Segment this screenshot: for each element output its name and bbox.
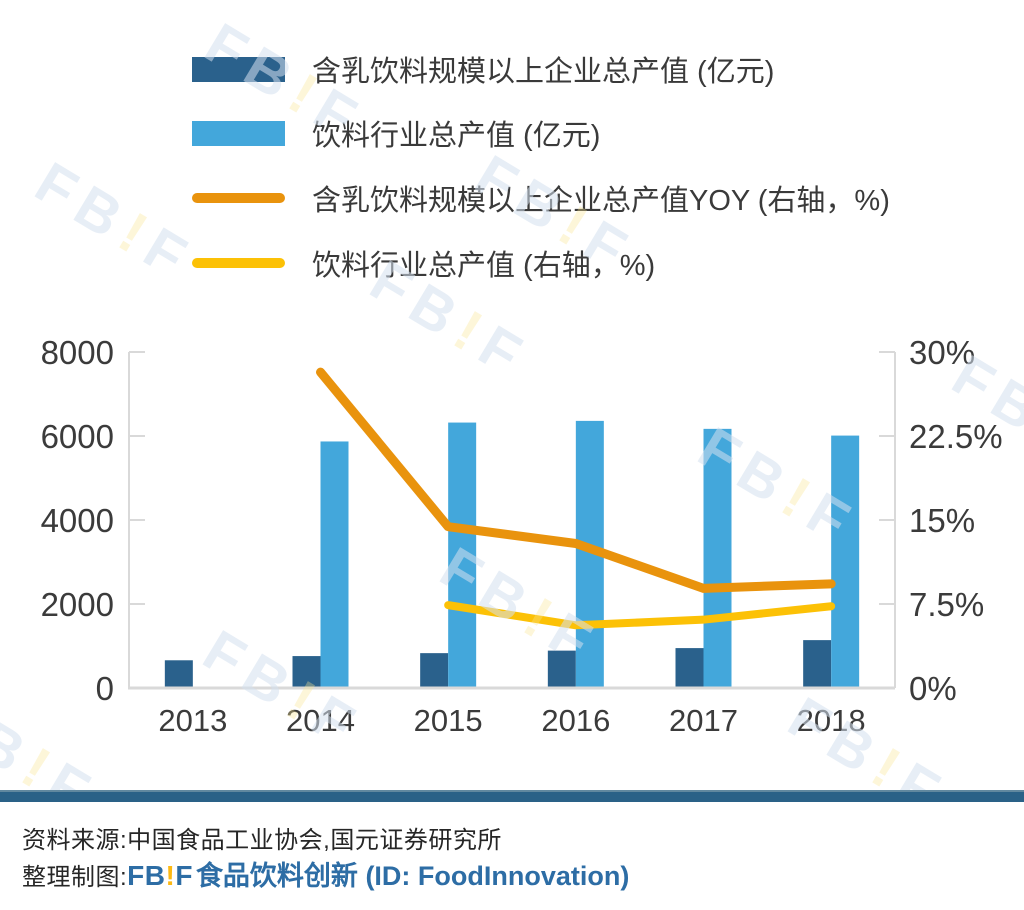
credit-suffix: 食品饮料创新 (ID: FoodInnovation) [195, 861, 630, 891]
year-label: 2015 [414, 703, 483, 738]
dairy-output-bar [547, 650, 576, 688]
legend-item: 含乳饮料规模以上企业总产值YOY (右轴，%) [192, 185, 890, 217]
beverage-yoy-line [444, 601, 836, 630]
year-label: 2017 [669, 703, 738, 738]
year-label: 2016 [541, 703, 610, 738]
legend-bar-swatch [192, 120, 285, 146]
legend-item: 含乳饮料规模以上企业总产值 (亿元) [192, 56, 774, 88]
left-axis-tick-label: 6000 [41, 418, 114, 455]
beverage-output-bar [831, 435, 860, 688]
right-axis-tick-label: 22.5% [909, 418, 1003, 455]
beverage-output-bar [448, 422, 477, 688]
credit-text: 整理制图: FB!F 食品饮料创新 (ID: FoodInnovation) [22, 854, 629, 893]
dairy-yoy-line [316, 367, 836, 593]
dairy-output-bar [292, 656, 321, 688]
left-axis-tick-label: 8000 [41, 334, 114, 371]
logo-letters-fb: FB [127, 860, 166, 891]
dairy-output-bar [675, 648, 704, 688]
right-axis-tick-label: 0% [909, 670, 957, 707]
right-axis-tick-label: 15% [909, 502, 975, 539]
legend-label: 含乳饮料规模以上企业总产值 (亿元) [312, 56, 775, 88]
legend-line-swatch [192, 193, 285, 203]
right-axis-tick-label: 7.5% [909, 586, 984, 623]
legend-label: 饮料行业总产值 (亿元) [312, 120, 601, 152]
fbif-logo: FB!F [127, 860, 193, 892]
right-axis-tick-label: 30% [909, 334, 975, 371]
dairy-output-bar [420, 653, 449, 688]
left-axis-tick-label: 0 [96, 670, 114, 707]
year-label: 2013 [158, 703, 227, 738]
source-text: 资料来源:中国食品工业协会,国元证券研究所 [22, 827, 502, 854]
legend-label: 含乳饮料规模以上企业总产值YOY (右轴，%) [312, 185, 890, 217]
beverage-output-bar [320, 441, 349, 688]
logo-exclamation: ! [165, 860, 176, 891]
left-axis-tick-label: 2000 [41, 586, 114, 623]
left-axis-tick-label: 4000 [41, 502, 114, 539]
dairy-output-bar [164, 660, 193, 688]
year-label: 2014 [286, 703, 355, 738]
footer-divider [0, 790, 1024, 802]
legend-line-swatch [192, 258, 285, 268]
legend-item: 饮料行业总产值 (亿元) [192, 120, 600, 152]
dairy-output-bar [803, 640, 832, 688]
legend-item: 饮料行业总产值 (右轴，%) [192, 250, 655, 282]
year-label: 2018 [797, 703, 866, 738]
legend-label: 饮料行业总产值 (右轴，%) [312, 250, 656, 282]
credit-prefix: 整理制图: [22, 864, 128, 891]
legend-bar-swatch [192, 56, 285, 82]
beverage-output-bar [703, 428, 732, 688]
logo-letter-f: F [175, 860, 193, 891]
